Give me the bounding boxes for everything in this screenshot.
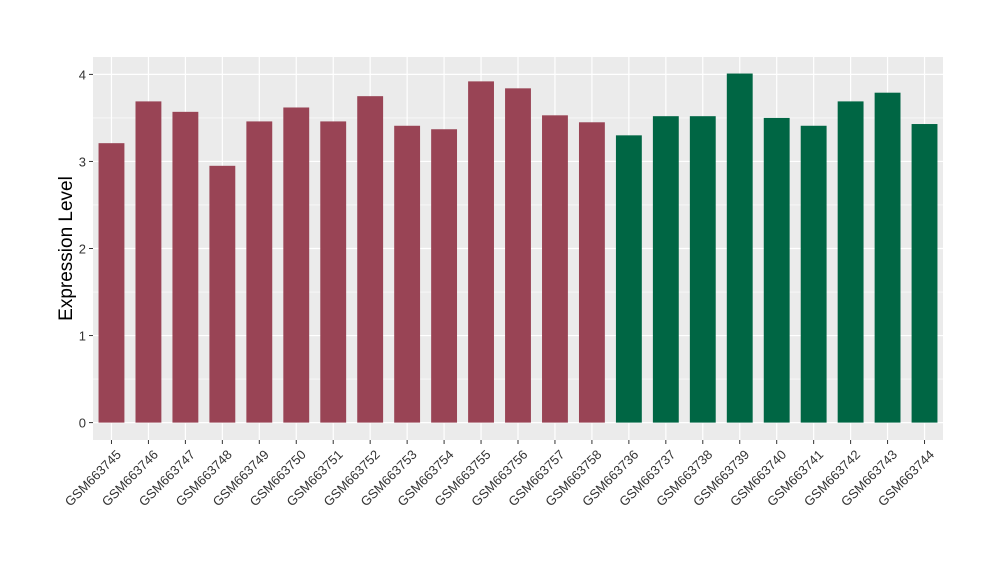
y-tick-label: 2 — [79, 242, 86, 257]
bar-gsm663750 — [283, 107, 310, 423]
bar-gsm663753 — [394, 125, 421, 423]
bar-gsm663754 — [431, 129, 458, 423]
bar-gsm663738 — [689, 116, 716, 423]
bar-gsm663744 — [911, 124, 938, 423]
bar-gsm663757 — [542, 115, 568, 423]
bar-gsm663745 — [98, 143, 125, 423]
bar-gsm663747 — [172, 111, 199, 423]
y-tick-label: 0 — [79, 416, 86, 431]
bar-gsm663751 — [320, 121, 347, 423]
bar-gsm663758 — [578, 122, 605, 423]
y-axis-title: Expression Level — [56, 176, 77, 321]
y-tick-label: 1 — [79, 329, 86, 344]
bar-gsm663755 — [468, 81, 494, 423]
bar-gsm663748 — [209, 165, 236, 423]
bar-gsm663742 — [837, 101, 864, 423]
bar-gsm663756 — [505, 88, 531, 423]
bar-gsm663740 — [763, 117, 790, 423]
bar-gsm663737 — [652, 116, 679, 423]
bar-gsm663741 — [800, 125, 827, 423]
y-axis: 0 1 2 3 4 — [79, 67, 93, 431]
bars — [98, 73, 938, 423]
bar-gsm663739 — [726, 73, 753, 423]
y-tick-label: 4 — [79, 67, 86, 82]
bar-gsm663736 — [615, 135, 642, 423]
y-tick-label: 3 — [79, 154, 86, 169]
x-axis: GSM663745GSM663746GSM663747GSM663748GSM6… — [62, 440, 937, 509]
bar-gsm663743 — [874, 92, 901, 423]
bar-gsm663752 — [357, 96, 384, 423]
bar-gsm663749 — [246, 121, 273, 423]
bar-gsm663746 — [135, 101, 162, 423]
